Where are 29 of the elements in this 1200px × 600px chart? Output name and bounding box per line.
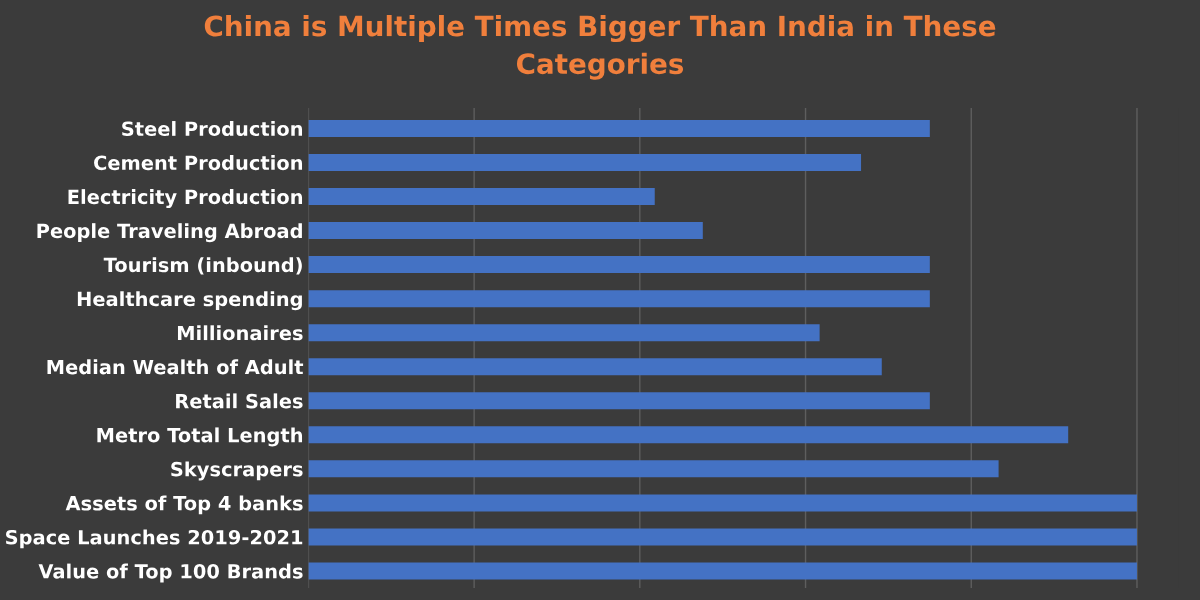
chart-title: China is Multiple Times Bigger Than India in These Categories xyxy=(204,15,996,80)
y-tick-label: Assets of Top 4 banks xyxy=(65,495,303,515)
y-tick-label: Space Launches 2019-2021 xyxy=(6,529,303,549)
y-tick-label: Healthcare spending xyxy=(77,291,302,311)
bar xyxy=(308,188,655,206)
bar xyxy=(308,290,930,308)
y-tick-label: People Traveling Abroad xyxy=(37,223,302,243)
bar xyxy=(308,392,930,410)
bar xyxy=(308,256,930,274)
y-tick-label: Steel Production xyxy=(122,121,303,137)
y-tick-label: Value of Top 100 Brands xyxy=(38,563,303,583)
y-tick-label: Metro Total Length xyxy=(97,427,303,447)
y-tick-label: Skyscrapers xyxy=(171,461,303,481)
bar xyxy=(308,119,930,137)
bar xyxy=(308,528,1137,546)
y-tick-label: Electricity Production xyxy=(68,189,303,209)
bar xyxy=(308,562,1137,580)
y-tick-label: Tourism (inbound) xyxy=(103,257,302,275)
bar xyxy=(308,222,703,240)
bar xyxy=(308,494,1137,512)
bar xyxy=(308,358,882,376)
bar xyxy=(308,426,1069,444)
bar xyxy=(308,153,862,171)
y-tick-label: Median Wealth of Adult xyxy=(47,359,304,375)
y-tick-label: Cement Production xyxy=(94,155,303,171)
bar xyxy=(308,324,820,342)
y-tick-label: Millionaires xyxy=(177,325,303,341)
bar xyxy=(308,460,999,478)
y-tick-label: Retail Sales xyxy=(176,393,303,409)
